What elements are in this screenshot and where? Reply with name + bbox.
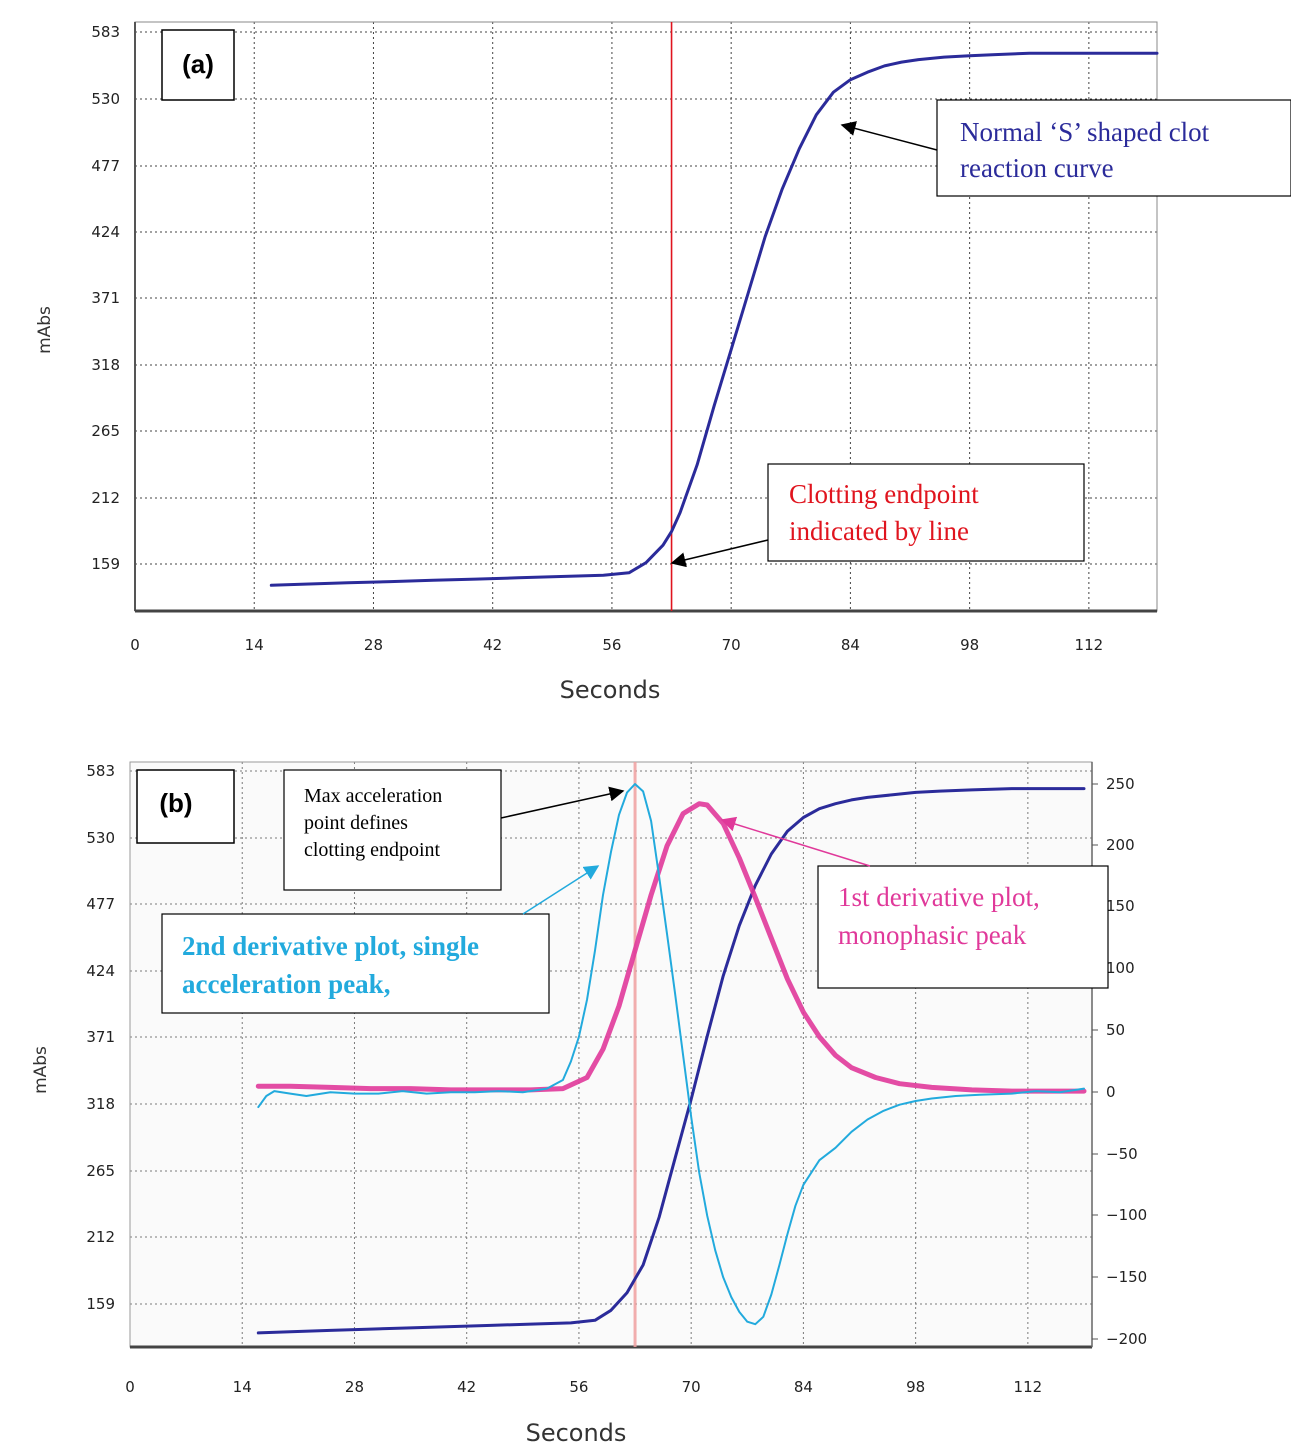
b-x-tick-label: 70 <box>682 1378 701 1396</box>
a-series-line-0 <box>269 51 1159 587</box>
a-y-tick-label: 318 <box>91 356 120 374</box>
b-annotation-max-accel-line1: Max acceleration <box>304 785 442 807</box>
b-arrow-1st-deriv <box>720 816 871 867</box>
b-y-axis-title: mAbs <box>31 1046 51 1094</box>
b-y-tick-label: 424 <box>86 962 115 980</box>
b-annotation-max-accel-line2: point defines <box>304 812 408 834</box>
b-y2-tick-label: 150 <box>1106 897 1135 915</box>
b-annotation-2nd-deriv-line2: acceleration peak, <box>182 969 390 999</box>
a-y-tick-label: 265 <box>91 422 120 440</box>
b-y-tick-label: 265 <box>86 1162 115 1180</box>
a-x-tick-label: 14 <box>245 636 264 654</box>
b-x-tick-label: 56 <box>569 1378 588 1396</box>
a-y-tick-label: 530 <box>91 90 120 108</box>
b-panel-label: (b) <box>159 788 192 818</box>
a-arrow-endpoint <box>670 539 769 568</box>
b-y2-tick-label: 250 <box>1106 775 1135 793</box>
a-panel-label-box <box>161 29 235 101</box>
a-x-tick-label: 28 <box>364 636 383 654</box>
b-y-tick-label: 212 <box>86 1228 115 1246</box>
a-x-axis-title: Seconds <box>560 676 661 704</box>
b-y2-tick-label: 0 <box>1106 1083 1116 1101</box>
a-x-tick-label: 112 <box>1075 636 1104 654</box>
b-annotation-2nd-deriv-box <box>161 913 550 1014</box>
a-y-tick-label: 424 <box>91 223 120 241</box>
a-x-tick-label: 56 <box>602 636 621 654</box>
a-y-tick-labels: 583 530 477 424 371 318 265 212 159 <box>91 23 120 573</box>
a-annotation-s-curve-line1: Normal ‘S’ shaped clot <box>960 117 1210 147</box>
b-x-tick-label: 28 <box>345 1378 364 1396</box>
b-y-tick-label: 159 <box>86 1295 115 1313</box>
b-x-axis-title: Seconds <box>526 1419 627 1447</box>
a-x-tick-label: 98 <box>960 636 979 654</box>
b-series-group <box>255 783 1087 1335</box>
a-y-tick-label: 371 <box>91 289 120 307</box>
a-x-tick-labels: 0 14 28 42 56 70 84 98 112 <box>130 636 1103 654</box>
b-annotation-1st-deriv-line2: monophasic peak <box>838 920 1027 950</box>
b-y2-tick-labels: 250 200 150 100 50 0 −50 −100 −150 −200 <box>1092 775 1147 1348</box>
b-y-tick-label: 477 <box>86 895 115 913</box>
b-x-tick-label: 42 <box>457 1378 476 1396</box>
b-y-tick-label: 371 <box>86 1028 115 1046</box>
a-y-axis-title: mAbs <box>35 306 55 354</box>
a-annotation-s-curve-box <box>936 99 1291 197</box>
a-annotation-endpoint-line1: Clotting endpoint <box>789 479 979 509</box>
a-x-tick-label: 84 <box>841 636 860 654</box>
b-y2-tick-label: −100 <box>1106 1206 1147 1224</box>
b-x-tick-labels: 0 14 28 42 56 70 84 98 112 <box>125 1378 1042 1396</box>
a-x-tick-label: 42 <box>483 636 502 654</box>
b-y2-tick-label: −200 <box>1106 1330 1147 1348</box>
b-y2-tick-label: 100 <box>1106 959 1135 977</box>
a-y-tick-label: 477 <box>91 157 120 175</box>
a-annotation-endpoint-line2: indicated by line <box>789 516 969 546</box>
b-y-tick-label: 530 <box>86 829 115 847</box>
b-y2-tick-label: −150 <box>1106 1268 1147 1286</box>
a-x-tick-label: 70 <box>722 636 741 654</box>
panel-b: 583 530 477 424 371 318 265 212 159 250 200 150 100… <box>31 761 1147 1447</box>
b-annotation-max-accel-line3: clotting endpoint <box>304 839 441 861</box>
b-series-line-1 <box>255 801 1087 1094</box>
a-panel-label: (a) <box>182 49 214 79</box>
a-y-tick-label: 159 <box>91 555 120 573</box>
b-annotation-1st-deriv-line1: 1st derivative plot, <box>838 882 1040 912</box>
a-annotation-s-curve-line2: reaction curve <box>960 153 1114 183</box>
a-y-tick-label: 583 <box>91 23 120 41</box>
b-x-tick-label: 98 <box>906 1378 925 1396</box>
b-y-tick-labels: 583 530 477 424 371 318 265 212 159 <box>86 762 115 1313</box>
a-x-tick-label: 0 <box>130 636 140 654</box>
panel-a: 583 530 477 424 371 318 265 212 159 0 14 28 42 56 70 8… <box>35 21 1291 704</box>
a-arrow-s-curve <box>840 121 938 151</box>
b-x-tick-label: 112 <box>1014 1378 1043 1396</box>
b-arrow-max-accel <box>500 786 625 819</box>
b-y-tick-label: 583 <box>86 762 115 780</box>
b-annotation-1st-deriv-box <box>817 865 1109 989</box>
b-annotation-max-accel-box <box>283 769 502 891</box>
b-y-tick-label: 318 <box>86 1095 115 1113</box>
a-series-group <box>269 51 1159 587</box>
b-x-tick-label: 14 <box>233 1378 252 1396</box>
b-x-tick-label: 84 <box>794 1378 813 1396</box>
a-annotation-endpoint-box <box>767 463 1085 562</box>
b-series-line-2 <box>257 783 1085 1326</box>
b-y2-tick-label: 200 <box>1106 836 1135 854</box>
b-arrow-2nd-deriv <box>522 865 600 915</box>
b-y2-tick-label: 50 <box>1106 1021 1125 1039</box>
a-y-tick-label: 212 <box>91 489 120 507</box>
b-annotation-2nd-deriv-line1: 2nd derivative plot, single <box>182 931 479 961</box>
b-x-tick-label: 0 <box>125 1378 135 1396</box>
b-y2-tick-label: −50 <box>1106 1145 1138 1163</box>
b-panel-label-box <box>136 769 235 844</box>
b-series-line-0 <box>256 787 1086 1335</box>
